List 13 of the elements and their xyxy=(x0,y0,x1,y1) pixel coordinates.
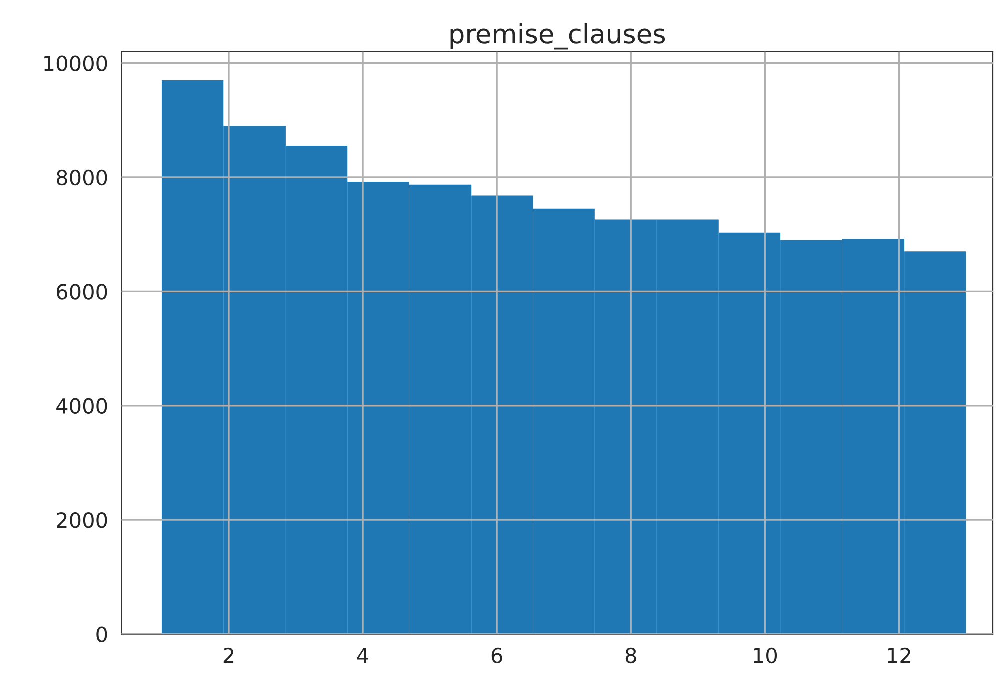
y-tick-label: 6000 xyxy=(56,284,108,300)
y-tick-label: 2000 xyxy=(57,512,108,528)
x-tick-label: 8 xyxy=(626,648,636,664)
x-tick-label: 10 xyxy=(754,648,778,664)
y-tick-label: 10000 xyxy=(44,56,108,72)
chart-title: premise_clauses xyxy=(450,23,666,50)
y-tick-label: 4000 xyxy=(56,398,108,414)
x-tick-label: 2 xyxy=(224,648,234,664)
x-tick-label: 4 xyxy=(357,648,368,664)
x-tick-label: 6 xyxy=(492,648,502,664)
y-tick-label: 0 xyxy=(96,626,108,642)
y-tick-label: 8000 xyxy=(56,170,108,186)
x-tick-label: 12 xyxy=(888,648,910,664)
